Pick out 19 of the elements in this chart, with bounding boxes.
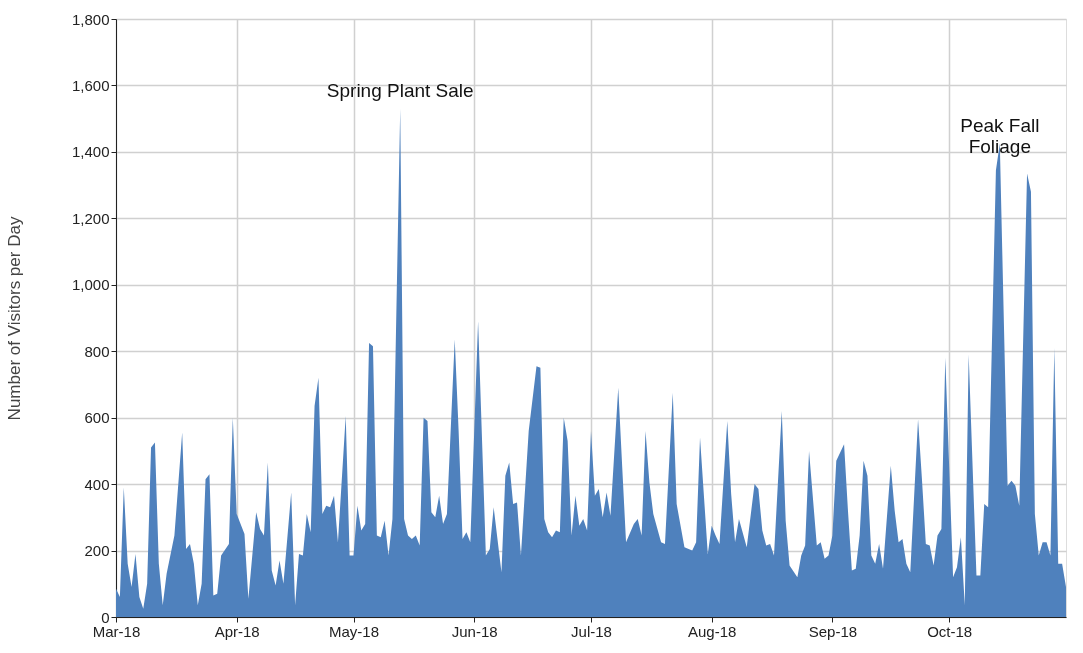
y-tick-label: 1,600	[71, 76, 110, 94]
y-tick-label: 400	[84, 475, 110, 493]
y-tick-label: 1,400	[71, 143, 110, 161]
y-tick-label: 800	[84, 342, 110, 360]
x-tick-label: Apr-18	[214, 622, 260, 640]
y-tick-label: 1,200	[71, 209, 110, 227]
x-tick-label: Jun-18	[451, 622, 498, 640]
x-tick-label: Oct-18	[927, 622, 973, 640]
y-tick-label: 600	[84, 409, 110, 427]
y-tick-label: 200	[84, 542, 110, 560]
annotation: Peak Fall Foliage	[960, 114, 1040, 157]
annotation: Spring Plant Sale	[326, 79, 474, 101]
y-tick-label: 1,800	[71, 10, 110, 28]
x-tick-label: Sep-18	[808, 622, 858, 640]
y-axis-title: Number of Visitors per Day	[4, 216, 24, 421]
x-tick-label: Jul-18	[571, 622, 612, 640]
y-tick-label: 1,000	[71, 276, 110, 294]
x-tick-label: May-18	[328, 622, 380, 640]
x-tick-label: Aug-18	[688, 622, 737, 640]
